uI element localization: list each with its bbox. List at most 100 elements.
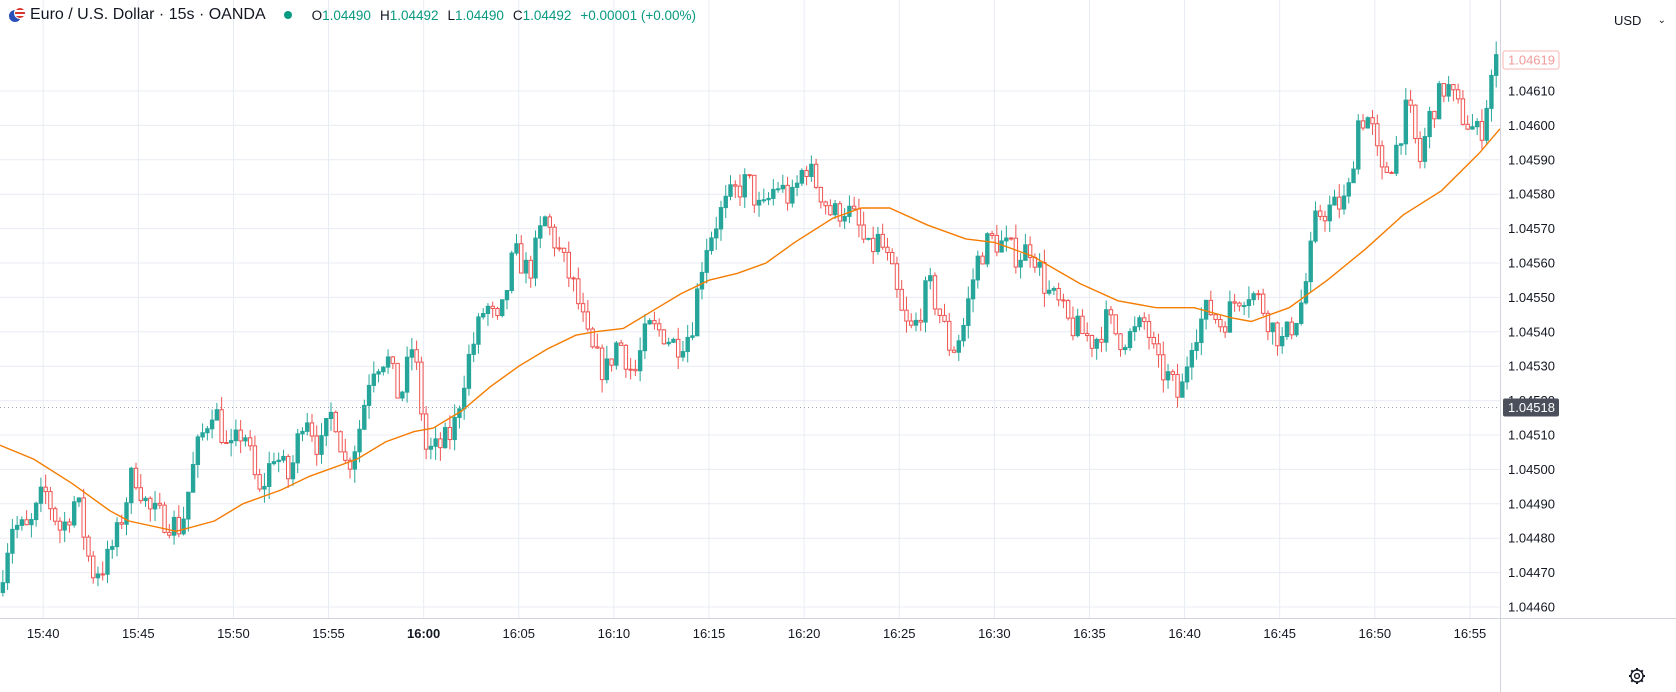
candle[interactable] (371, 361, 377, 393)
candle[interactable] (38, 477, 44, 513)
candle[interactable] (1042, 249, 1047, 307)
currency-selector[interactable]: USD ⌄ (1608, 6, 1672, 34)
candle[interactable] (1303, 272, 1309, 305)
candle[interactable] (167, 523, 172, 539)
candle[interactable] (400, 390, 405, 402)
candle[interactable] (961, 317, 966, 347)
candle[interactable] (766, 192, 771, 206)
candle[interactable] (395, 362, 400, 399)
candle[interactable] (381, 366, 386, 376)
candle[interactable] (956, 334, 961, 361)
candle[interactable] (1422, 127, 1428, 169)
candle[interactable] (1061, 293, 1066, 309)
candle[interactable] (200, 423, 205, 441)
candle[interactable] (890, 248, 895, 265)
candle[interactable] (281, 449, 286, 463)
candle[interactable] (1113, 314, 1118, 336)
candle[interactable] (647, 318, 652, 325)
candle[interactable] (1123, 344, 1128, 355)
candle[interactable] (576, 267, 581, 310)
candle[interactable] (1322, 210, 1328, 232)
candle[interactable] (86, 534, 91, 562)
candle[interactable] (509, 250, 514, 294)
candle[interactable] (733, 180, 738, 199)
candle[interactable] (110, 539, 115, 559)
candle[interactable] (547, 213, 552, 236)
candle[interactable] (1484, 99, 1489, 146)
candle[interactable] (1460, 90, 1466, 126)
candle[interactable] (24, 510, 29, 526)
candle[interactable] (1151, 331, 1156, 349)
candle[interactable] (238, 420, 243, 454)
candle[interactable] (951, 346, 957, 354)
candle[interactable] (737, 174, 743, 207)
candle[interactable] (1294, 322, 1299, 337)
candle[interactable] (262, 472, 267, 503)
candle[interactable] (519, 235, 524, 274)
candle[interactable] (423, 406, 429, 460)
candle[interactable] (685, 324, 690, 363)
candle[interactable] (609, 358, 614, 372)
candle[interactable] (1251, 291, 1256, 306)
candle[interactable] (57, 517, 63, 543)
candle[interactable] (76, 497, 82, 507)
candle[interactable] (1246, 286, 1252, 318)
candle[interactable] (552, 224, 557, 257)
candle[interactable] (404, 346, 410, 403)
candle[interactable] (1408, 90, 1413, 113)
candle[interactable] (828, 199, 833, 217)
candle[interactable] (652, 311, 657, 330)
candle[interactable] (48, 486, 53, 521)
candle[interactable] (1360, 114, 1366, 131)
candle[interactable] (1398, 143, 1404, 155)
candle[interactable] (970, 268, 976, 313)
candle[interactable] (124, 497, 129, 536)
candle[interactable] (637, 337, 643, 382)
candle[interactable] (1394, 135, 1399, 177)
candle[interactable] (566, 241, 572, 288)
time-axis[interactable]: 15:40 15:45 15:50 15:55 16:00 16:05 16:10 16:15… (27, 626, 1486, 641)
candle[interactable] (528, 255, 533, 288)
candle[interactable] (1489, 69, 1494, 122)
candle[interactable] (595, 333, 600, 349)
candle[interactable] (461, 375, 467, 420)
candle[interactable] (480, 308, 486, 320)
candle[interactable] (1018, 253, 1023, 279)
candle[interactable] (799, 168, 805, 187)
candle[interactable] (1256, 289, 1261, 301)
candle[interactable] (837, 200, 843, 228)
candle[interactable] (794, 175, 800, 197)
candle[interactable] (866, 237, 871, 241)
candle[interactable] (447, 415, 453, 450)
candle[interactable] (366, 374, 372, 419)
candle[interactable] (923, 276, 928, 333)
candle[interactable] (675, 327, 681, 370)
candle[interactable] (457, 405, 462, 429)
candle[interactable] (1094, 337, 1099, 360)
candle[interactable] (690, 322, 695, 341)
candle[interactable] (1284, 321, 1290, 340)
candle[interactable] (804, 165, 809, 186)
candle[interactable] (633, 359, 638, 377)
candle[interactable] (433, 427, 438, 460)
candle[interactable] (1104, 300, 1109, 352)
candle[interactable] (599, 344, 605, 393)
candle[interactable] (1203, 299, 1209, 330)
candle[interactable] (656, 318, 662, 337)
candle[interactable] (1455, 83, 1461, 104)
candle[interactable] (466, 344, 472, 396)
candle[interactable] (91, 551, 96, 584)
candle[interactable] (918, 308, 923, 332)
candle[interactable] (1142, 312, 1147, 330)
candle[interactable] (1308, 231, 1313, 292)
candle[interactable] (338, 430, 343, 453)
candle[interactable] (714, 216, 719, 250)
candle[interactable] (756, 191, 762, 217)
candle[interactable] (324, 417, 329, 447)
candle[interactable] (514, 234, 519, 256)
candle[interactable] (1270, 322, 1275, 345)
candle[interactable] (1075, 308, 1080, 338)
candle[interactable] (1156, 333, 1161, 368)
candle[interactable] (1413, 104, 1418, 144)
chart-settings-button[interactable] (1626, 665, 1648, 687)
